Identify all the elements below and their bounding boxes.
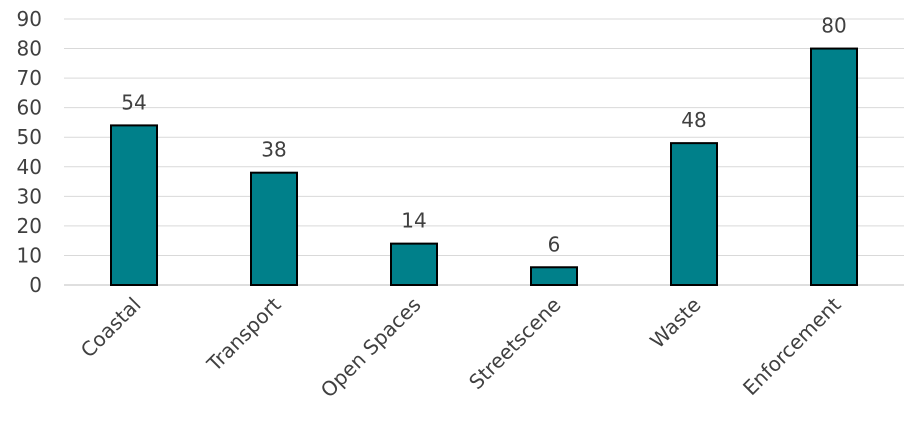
x-tick-label: Waste	[645, 293, 705, 353]
data-label: 14	[401, 209, 426, 233]
gridlines	[64, 18, 904, 286]
data-label: 6	[548, 232, 561, 256]
y-axis-tick-labels: 0 10 20 30 40 50 60 70 80 90	[17, 7, 42, 297]
y-tick-label: 0	[29, 273, 42, 297]
bar	[390, 242, 438, 286]
y-tick-label: 80	[17, 37, 42, 61]
y-tick-label: 20	[17, 214, 42, 238]
y-tick-label: 10	[17, 243, 42, 267]
bar	[250, 171, 298, 286]
bar	[530, 266, 578, 286]
y-tick-label: 30	[17, 184, 42, 208]
y-tick-label: 70	[17, 66, 42, 90]
x-tick-label: Enforcement	[738, 292, 846, 400]
y-tick-label: 90	[17, 7, 42, 31]
x-tick-label: Open Spaces	[316, 293, 426, 403]
data-label: 48	[681, 108, 706, 132]
data-label: 54	[121, 90, 146, 114]
bar	[110, 124, 158, 287]
bar	[810, 47, 858, 286]
data-label: 80	[821, 14, 846, 38]
bars	[110, 47, 858, 287]
y-tick-label: 40	[17, 155, 42, 179]
x-tick-label: Streetscene	[464, 293, 565, 394]
bar	[670, 142, 718, 286]
y-tick-label: 60	[17, 96, 42, 120]
data-labels: 54 38 14 6 48 80	[121, 14, 846, 257]
x-tick-label: Coastal	[76, 293, 146, 363]
data-label: 38	[261, 138, 286, 162]
x-tick-label: Transport	[201, 292, 285, 376]
y-tick-label: 50	[17, 125, 42, 149]
x-axis-category-labels: Coastal Transport Open Spaces Streetscene Wa…	[76, 292, 846, 402]
